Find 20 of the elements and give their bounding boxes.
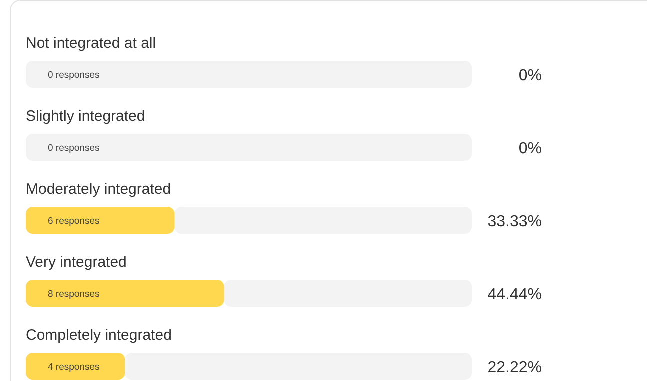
y-tick-label: Very integrated: [26, 254, 127, 271]
bar: [224, 280, 472, 307]
data-label: 44.44%: [488, 286, 542, 304]
y-tick-label: Not integrated at all: [26, 35, 156, 52]
annotation: 4 responses: [48, 362, 100, 373]
data-label: 0%: [518, 140, 542, 158]
y-tick-label: Moderately integrated: [26, 181, 172, 198]
y-tick-label: Completely integrated: [26, 327, 172, 344]
annotation: 0 responses: [48, 143, 100, 154]
data-label: 22.22%: [488, 360, 542, 376]
bar: [26, 280, 224, 307]
bar: [174, 207, 472, 234]
annotation: 8 responses: [48, 289, 100, 300]
annotation: 6 responses: [48, 216, 100, 227]
bar: [26, 207, 175, 234]
data-label: 0%: [518, 68, 542, 84]
annotation: 0 responses: [48, 70, 100, 81]
data-label: 33.33%: [488, 214, 542, 230]
bar: [26, 353, 126, 380]
y-tick-label: Slightly integrated: [26, 108, 146, 125]
